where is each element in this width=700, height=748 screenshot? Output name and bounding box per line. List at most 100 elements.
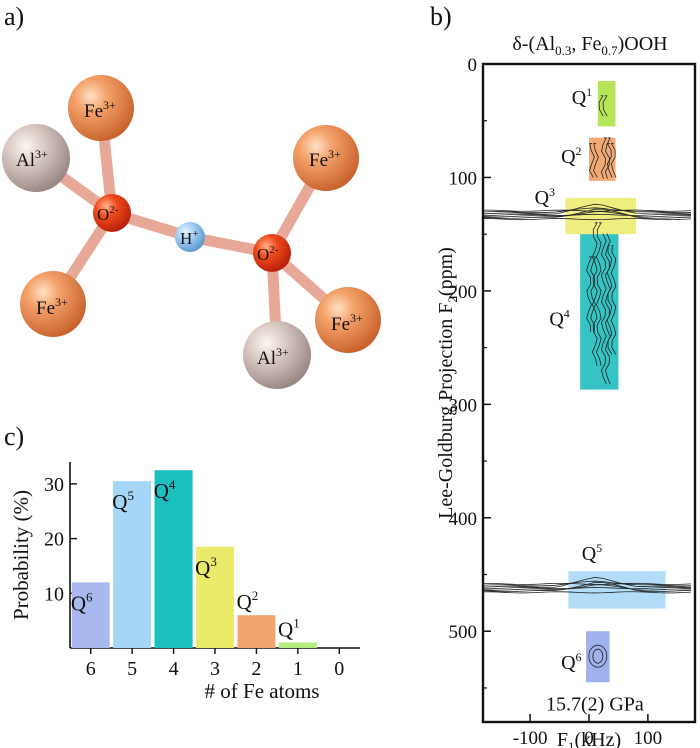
fe-label-2: Fe3+ bbox=[36, 295, 68, 319]
o-label-1: O2- bbox=[97, 204, 119, 224]
ridge-line-1 bbox=[483, 581, 692, 592]
region-label-q4: Q4 bbox=[549, 306, 569, 330]
x-tick-label: 3 bbox=[210, 658, 220, 680]
molecule-diagram: Fe3+ Al3+ Fe3+ Fe3+ Fe3+ Al3+ O2- O2- H+ bbox=[2, 75, 381, 389]
y-tick-label: 30 bbox=[44, 474, 64, 496]
contour-streak bbox=[593, 143, 599, 178]
region-label-q6: Q6 bbox=[561, 650, 581, 674]
bar-label-6: Q6 bbox=[71, 589, 93, 615]
fe-atom-3 bbox=[293, 125, 359, 191]
contour-streak bbox=[610, 245, 617, 355]
contour-streak bbox=[586, 256, 593, 332]
bar-2 bbox=[237, 615, 276, 648]
contour-streak bbox=[598, 95, 604, 117]
x-tick-label: 0 bbox=[334, 658, 344, 680]
o-atom-1 bbox=[93, 194, 131, 232]
x-tick-label: 4 bbox=[169, 658, 179, 680]
al-label-1: Al3+ bbox=[16, 147, 48, 171]
y-tick-label: 0 bbox=[468, 55, 478, 76]
bar-3 bbox=[196, 546, 234, 648]
ridge-line-1 bbox=[483, 577, 692, 588]
y-tick-label: 200 bbox=[449, 282, 478, 303]
ridge-line-1 bbox=[483, 584, 692, 591]
region-q1 bbox=[597, 81, 616, 127]
contour-streak bbox=[600, 137, 607, 179]
y-tick-label: 100 bbox=[449, 168, 478, 189]
x-axis-title: F1(kHz) bbox=[557, 729, 621, 748]
contour-streak bbox=[610, 143, 617, 178]
bar-label-1: Q1 bbox=[278, 616, 300, 642]
x-axis-title: # of Fe atoms bbox=[205, 679, 320, 703]
h-atom bbox=[175, 222, 205, 252]
contour-streak bbox=[595, 222, 602, 366]
panel-label-a: a) bbox=[4, 2, 24, 31]
region-label-q3: Q3 bbox=[535, 185, 555, 209]
contours bbox=[483, 95, 692, 668]
fe-atom-1 bbox=[68, 75, 134, 141]
panel-label-b: b) bbox=[430, 2, 452, 31]
region-q3 bbox=[565, 197, 637, 235]
contour-streak bbox=[590, 256, 597, 332]
q6-contour bbox=[588, 644, 608, 668]
ridge-line-0 bbox=[483, 218, 692, 221]
contour-streak bbox=[589, 143, 595, 178]
al-label-2: Al3+ bbox=[257, 345, 289, 369]
ridge-line-0 bbox=[483, 213, 692, 216]
y-tick-label: 300 bbox=[449, 395, 478, 416]
x-tick-label: -100 bbox=[513, 728, 548, 748]
x-tick-label: 6 bbox=[86, 658, 96, 680]
fe-label-1: Fe3+ bbox=[84, 98, 116, 122]
probability-bar-chart: 10 20 30 6 Q6 5 Q5 4 Q4 3 Q3 2 Q2 1 Q1 0 # of Fe atoms Pr… bbox=[9, 462, 360, 703]
pressure-annotation: 15.7(2) GPa bbox=[546, 694, 644, 716]
x-tick-label: 0 bbox=[584, 728, 594, 748]
plot-title: δ-(Al0.3, Fe0.7)OOH bbox=[512, 33, 667, 58]
contour-streak bbox=[604, 137, 611, 179]
fe-atom-4 bbox=[315, 287, 381, 353]
bar-label-3: Q3 bbox=[195, 554, 217, 580]
fe-label-3: Fe3+ bbox=[309, 147, 341, 171]
y-axis-title: Probability (%) bbox=[9, 490, 33, 620]
bar-label-4: Q4 bbox=[154, 477, 176, 503]
ridge-line-0 bbox=[483, 207, 692, 214]
x-tick-label: 1 bbox=[293, 658, 303, 680]
ridge-line-1 bbox=[483, 582, 692, 585]
bar-label-5: Q5 bbox=[112, 488, 134, 514]
o-label-2: O2- bbox=[257, 244, 279, 264]
ridge-line-1 bbox=[483, 587, 692, 590]
ridge-line-1 bbox=[483, 580, 692, 587]
q6-contour bbox=[592, 648, 604, 664]
al-atom-1 bbox=[2, 124, 70, 192]
y-tick-label: 10 bbox=[44, 583, 64, 605]
bar-label-2: Q2 bbox=[237, 588, 259, 614]
contour-streak bbox=[591, 222, 598, 366]
fe-label-4: Fe3+ bbox=[331, 311, 363, 335]
y-tick-label: 20 bbox=[44, 529, 64, 551]
ridge-line-1 bbox=[483, 591, 692, 594]
region-label-q1: Q1 bbox=[572, 85, 592, 109]
bar-6 bbox=[71, 582, 110, 648]
contour-streak bbox=[604, 233, 611, 385]
x-tick-label: 100 bbox=[634, 728, 663, 748]
contour-streak bbox=[606, 245, 613, 355]
region-label-q5: Q5 bbox=[582, 541, 602, 565]
ridge-line-0 bbox=[483, 211, 692, 218]
y-tick-label: 400 bbox=[449, 509, 478, 530]
region-q6 bbox=[586, 631, 610, 683]
ridge-line-0 bbox=[483, 208, 692, 219]
x-tick-label: 2 bbox=[251, 658, 261, 680]
bar-5 bbox=[113, 481, 152, 648]
al-atom-2 bbox=[243, 321, 311, 389]
contour-streak bbox=[606, 143, 613, 178]
contour-streak bbox=[600, 233, 607, 385]
fe-atom-2 bbox=[20, 271, 86, 337]
region-label-q2: Q2 bbox=[561, 144, 581, 168]
h-label: H+ bbox=[180, 228, 199, 248]
bar-1 bbox=[278, 642, 317, 648]
ridge-line-0 bbox=[483, 203, 692, 215]
panel-label-c: c) bbox=[4, 422, 24, 451]
contour-streak bbox=[602, 95, 608, 117]
y-tick-label: 500 bbox=[449, 622, 478, 643]
regions bbox=[565, 81, 666, 683]
